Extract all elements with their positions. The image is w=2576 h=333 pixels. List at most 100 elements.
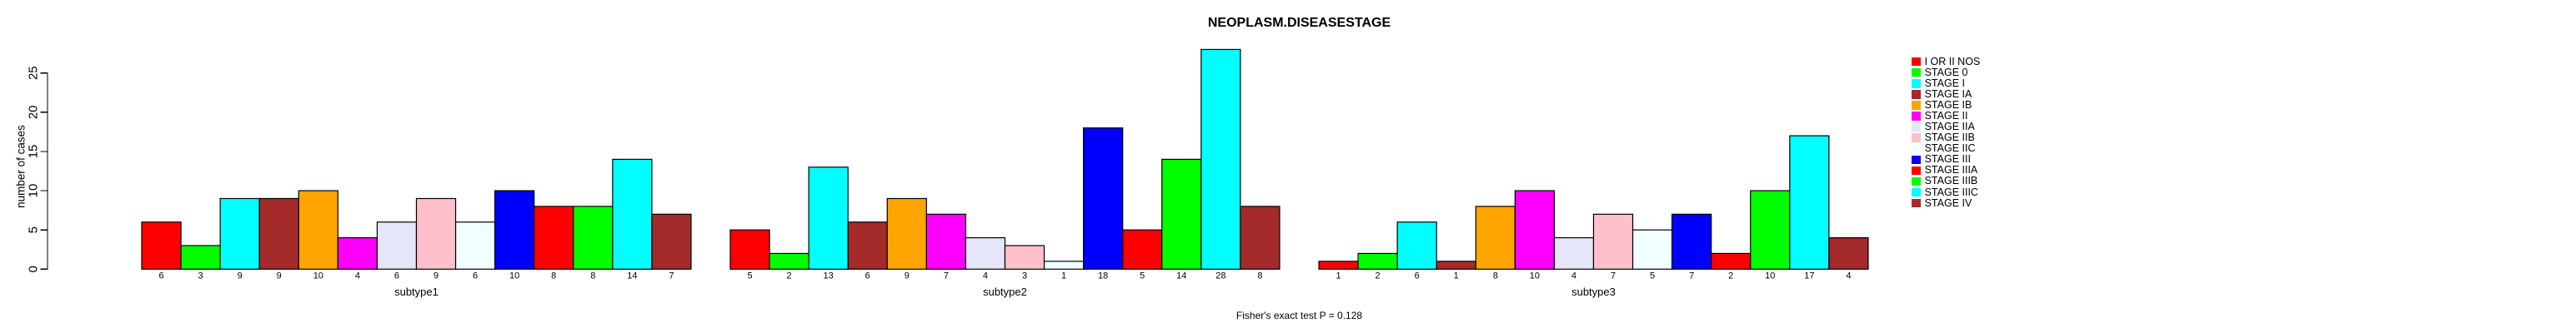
- y-axis-title: number of cases: [15, 125, 28, 208]
- bar-value-label: 4: [1846, 271, 1851, 281]
- bar-value-label: 7: [944, 271, 949, 281]
- bar-value-label: 2: [1376, 271, 1381, 281]
- bar: [769, 252, 809, 270]
- bar: [1161, 158, 1202, 270]
- bar: [612, 158, 653, 270]
- bar-value-label: 1: [1061, 271, 1066, 281]
- bar: [808, 166, 849, 270]
- bar: [886, 197, 927, 270]
- bar: [534, 206, 574, 270]
- bar-value-label: 18: [1098, 271, 1108, 281]
- legend-item: STAGE IIC: [1912, 143, 1975, 154]
- legend-item: STAGE IIIA: [1912, 165, 1977, 176]
- bar-value-label: 8: [1257, 271, 1262, 281]
- legend-swatch: [1912, 144, 1921, 154]
- bar: [258, 197, 299, 270]
- bar: [415, 197, 457, 270]
- bar: [1711, 252, 1752, 270]
- fisher-test-annotation: Fisher's exact test P = 0.128: [1235, 310, 1363, 321]
- bar-value-label: 7: [1689, 271, 1694, 281]
- bar-value-label: 9: [277, 271, 282, 281]
- bar: [1396, 221, 1437, 270]
- bar: [454, 221, 496, 270]
- legend-swatch: [1912, 133, 1921, 142]
- group-label: subtype3: [1571, 286, 1616, 298]
- bar-value-label: 5: [1650, 271, 1655, 281]
- bar: [1357, 252, 1398, 270]
- legend-item: STAGE II: [1912, 111, 1967, 122]
- bar: [1514, 190, 1556, 270]
- legend-label: STAGE IIA: [1924, 121, 1975, 133]
- bar-value-label: 7: [669, 271, 674, 281]
- bar-value-label: 17: [1804, 271, 1814, 281]
- legend-swatch: [1912, 78, 1921, 88]
- bar: [573, 206, 614, 270]
- bar-value-label: 6: [394, 271, 399, 281]
- y-tick-label: 25: [27, 66, 41, 80]
- bar-value-label: 4: [983, 271, 988, 281]
- legend-swatch: [1912, 198, 1921, 208]
- legend-label: STAGE 0: [1924, 66, 1968, 78]
- bar-value-label: 5: [1140, 271, 1145, 281]
- bar: [337, 237, 378, 270]
- legend-item: STAGE III: [1912, 154, 1971, 165]
- legend-item: STAGE IIIB: [1912, 176, 1977, 186]
- bar-value-label: 4: [355, 271, 360, 281]
- legend-swatch: [1912, 187, 1921, 197]
- bar-value-label: 14: [1176, 271, 1186, 281]
- legend-item: STAGE 0: [1912, 67, 1967, 78]
- y-tick-label: 15: [27, 145, 41, 159]
- bar: [729, 229, 770, 270]
- bar-value-label: 3: [198, 271, 203, 281]
- bar-value-label: 9: [905, 271, 910, 281]
- bar: [1083, 127, 1124, 270]
- bar-value-label: 8: [551, 271, 556, 281]
- bar: [1318, 261, 1359, 270]
- bar-value-label: 5: [747, 271, 752, 281]
- bar: [1671, 213, 1712, 270]
- bar-value-label: 10: [1765, 271, 1775, 281]
- bar: [1789, 135, 1830, 270]
- legend-label: STAGE II: [1924, 110, 1968, 122]
- group-label: subtype1: [394, 286, 439, 298]
- bar: [376, 221, 418, 270]
- bar-value-label: 6: [473, 271, 478, 281]
- legend-item: STAGE IIIC: [1912, 186, 1978, 198]
- legend-label: STAGE III: [1924, 153, 1971, 166]
- bar: [847, 221, 888, 270]
- bar: [141, 221, 182, 270]
- bar: [1475, 206, 1516, 270]
- bar: [1553, 237, 1595, 270]
- bar: [1828, 237, 1869, 270]
- bar: [494, 190, 535, 270]
- legend-swatch: [1912, 90, 1921, 99]
- bar: [965, 237, 1006, 270]
- bar: [1631, 229, 1673, 270]
- bar: [925, 213, 967, 270]
- legend-swatch: [1912, 67, 1921, 77]
- bar: [1592, 213, 1634, 270]
- legend-item: STAGE IB: [1912, 100, 1972, 111]
- legend-swatch: [1912, 122, 1921, 132]
- legend-label: STAGE IIIA: [1924, 164, 1978, 176]
- legend-swatch: [1912, 57, 1921, 67]
- bar-value-label: 9: [434, 271, 439, 281]
- bar-value-label: 2: [1728, 271, 1733, 281]
- bar-value-label: 8: [590, 271, 595, 281]
- y-tick-label: 0: [27, 266, 41, 272]
- bar-value-label: 3: [1022, 271, 1027, 281]
- legend-swatch: [1912, 166, 1921, 176]
- bar-value-label: 13: [824, 271, 834, 281]
- legend-item: STAGE I: [1912, 78, 1965, 89]
- bar-value-label: 7: [1611, 271, 1616, 281]
- bar-value-label: 14: [627, 271, 637, 281]
- bar: [298, 190, 338, 270]
- bar-value-label: 6: [1415, 271, 1420, 281]
- legend-label: STAGE IA: [1924, 87, 1972, 100]
- legend-swatch: [1912, 112, 1921, 121]
- legend-item: STAGE IIB: [1912, 132, 1975, 143]
- bar: [1240, 206, 1280, 270]
- bar-value-label: 4: [1571, 271, 1576, 281]
